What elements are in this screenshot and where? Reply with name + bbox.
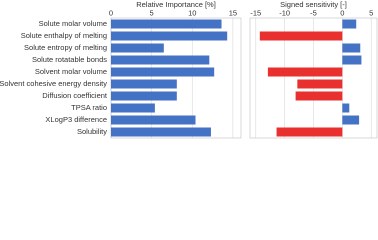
category-label: TPSA ratio xyxy=(71,103,107,112)
bar xyxy=(342,103,350,113)
bar xyxy=(267,67,343,77)
category-label: Solubility xyxy=(77,127,107,136)
x-tick-label: 5 xyxy=(150,8,154,17)
category-label: Solute rotatable bonds xyxy=(32,55,107,64)
bar xyxy=(342,19,357,29)
x-tick-label: -15 xyxy=(250,8,261,17)
bar xyxy=(342,115,360,125)
bar xyxy=(111,43,164,53)
bar xyxy=(111,127,211,137)
category-label: Diffusion coefficient xyxy=(42,91,108,100)
panel-title: Signed sensitivity [-] xyxy=(280,0,347,9)
bar xyxy=(111,103,155,113)
plot-frame xyxy=(249,17,378,139)
bar xyxy=(297,79,343,89)
category-label: Solute molar volume xyxy=(39,19,107,28)
x-tick-label: 0 xyxy=(109,8,113,17)
bar xyxy=(295,91,343,101)
bar xyxy=(111,67,215,77)
bar xyxy=(342,43,361,53)
category-label: Solute entropy of melting xyxy=(24,43,107,52)
bar xyxy=(111,79,177,89)
bar xyxy=(342,55,362,65)
bar xyxy=(111,55,210,65)
category-label: Solvent molar volume xyxy=(35,67,107,76)
chart: Solute molar volume Solute enthalpy of me… xyxy=(0,0,378,139)
x-tick-label: 15 xyxy=(229,8,237,17)
x-tick-label: 0 xyxy=(340,8,344,17)
bar xyxy=(276,127,343,137)
x-tick-label: 10 xyxy=(188,8,196,17)
category-label: XLogP3 difference xyxy=(45,115,107,124)
plot-frame xyxy=(110,17,242,139)
x-tick-label: 5 xyxy=(369,8,373,17)
bar xyxy=(111,19,222,29)
x-tick-label: -5 xyxy=(310,8,317,17)
category-label: Solvent cohesive energy density xyxy=(0,79,107,88)
bar xyxy=(259,31,343,41)
panel-title: Relative Importance [%] xyxy=(136,0,216,9)
bar xyxy=(111,31,228,41)
bar xyxy=(111,115,196,125)
x-tick-label: -10 xyxy=(279,8,290,17)
category-label: Solute enthalpy of melting xyxy=(21,31,107,40)
bar xyxy=(111,91,177,101)
